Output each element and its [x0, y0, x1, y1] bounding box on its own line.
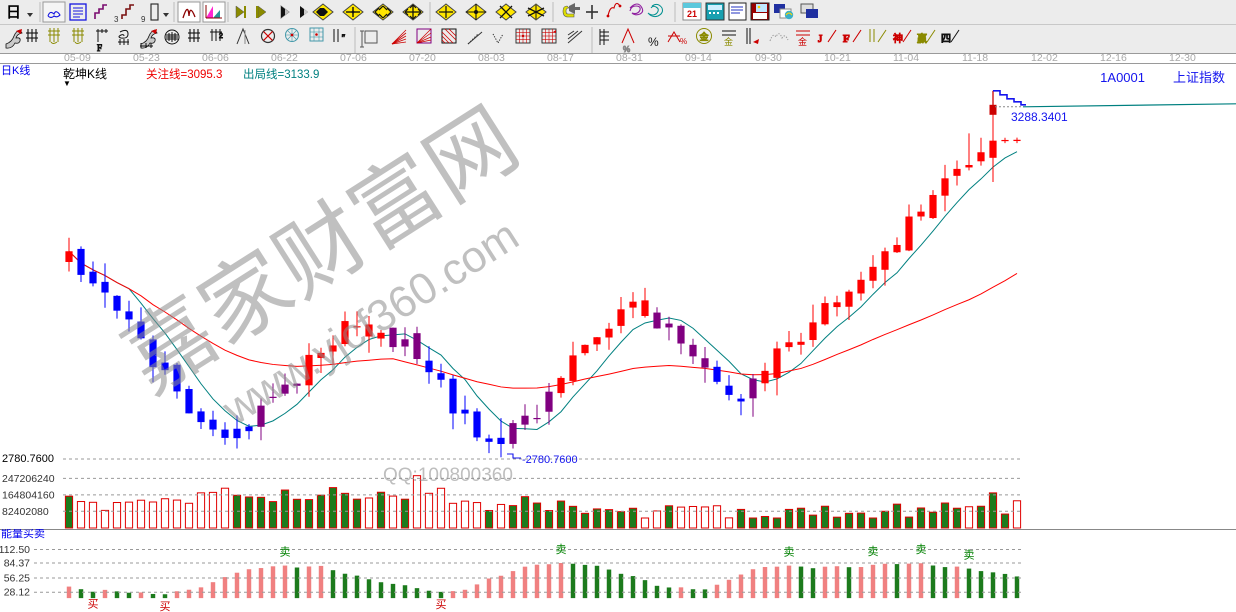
svg-text:82402080: 82402080	[2, 506, 49, 518]
svg-text:11-04: 11-04	[893, 53, 919, 63]
svg-text:07-06: 07-06	[340, 53, 367, 63]
svg-text:金: 金	[700, 31, 709, 42]
svg-text:%: %	[648, 35, 659, 49]
svg-text:12-30: 12-30	[1169, 53, 1196, 63]
svg-text:07-20: 07-20	[409, 53, 436, 63]
svg-text:上证指数: 上证指数	[1173, 70, 1225, 85]
svg-text:9: 9	[141, 15, 146, 24]
svg-text:卖: 卖	[280, 546, 291, 559]
svg-text:赢: 赢	[917, 32, 927, 45]
svg-text:09-14: 09-14	[685, 53, 712, 63]
svg-text:164804160: 164804160	[2, 490, 55, 502]
svg-text:3288.3401: 3288.3401	[1011, 110, 1068, 124]
svg-text:05-09: 05-09	[64, 53, 91, 63]
svg-text:56.25: 56.25	[4, 573, 30, 585]
svg-text:1A0001: 1A0001	[1100, 70, 1145, 85]
svg-text:08-03: 08-03	[478, 53, 505, 63]
svg-text:▼: ▼	[63, 79, 71, 88]
svg-text:12-02: 12-02	[1031, 53, 1058, 63]
svg-text:2: 2	[219, 33, 223, 40]
svg-text:卖: 卖	[784, 546, 795, 559]
svg-text:08-31: 08-31	[616, 53, 643, 63]
svg-text:3: 3	[114, 15, 119, 24]
svg-text:F: F	[843, 33, 850, 45]
svg-text:买: 买	[436, 598, 447, 611]
svg-text:日: 日	[6, 4, 21, 21]
svg-text:日K线: 日K线	[1, 63, 30, 77]
svg-text:卖: 卖	[964, 549, 975, 562]
svg-text:买: 买	[88, 598, 99, 611]
svg-text:": "	[341, 33, 345, 43]
svg-text:112.50: 112.50	[0, 544, 30, 556]
svg-text:卖: 卖	[868, 545, 879, 558]
svg-text:能量买卖: 能量买卖	[1, 529, 45, 540]
svg-text:F: F	[97, 43, 102, 53]
svg-text:卖: 卖	[556, 543, 567, 556]
svg-text:08-17: 08-17	[547, 53, 574, 63]
svg-text:金: 金	[724, 36, 733, 47]
svg-text:10-21: 10-21	[824, 53, 851, 63]
svg-text:06-06: 06-06	[202, 53, 229, 63]
svg-text:84.37: 84.37	[4, 558, 30, 570]
svg-text:买: 买	[160, 600, 171, 612]
svg-text:06-22: 06-22	[271, 53, 298, 63]
svg-text:12-16: 12-16	[1100, 53, 1127, 63]
svg-text:卖: 卖	[916, 543, 927, 556]
svg-text:%: %	[680, 37, 687, 46]
svg-text:关注线=3095.3: 关注线=3095.3	[146, 67, 222, 81]
svg-text:21: 21	[687, 9, 697, 19]
svg-text:J: J	[818, 33, 823, 45]
svg-text:05-23: 05-23	[133, 53, 160, 63]
svg-text:神: 神	[893, 32, 903, 45]
svg-text:QQ:100800360: QQ:100800360	[383, 465, 513, 486]
svg-text:四: 四	[941, 34, 951, 45]
svg-text:出局线=3133.9: 出局线=3133.9	[243, 67, 319, 81]
svg-text:11-18: 11-18	[962, 53, 988, 63]
svg-text:%: %	[623, 45, 630, 53]
svg-text:247206240: 247206240	[2, 473, 55, 485]
svg-text:28.12: 28.12	[4, 587, 30, 599]
svg-text:金: 金	[798, 36, 807, 47]
svg-text:09-30: 09-30	[755, 53, 782, 63]
